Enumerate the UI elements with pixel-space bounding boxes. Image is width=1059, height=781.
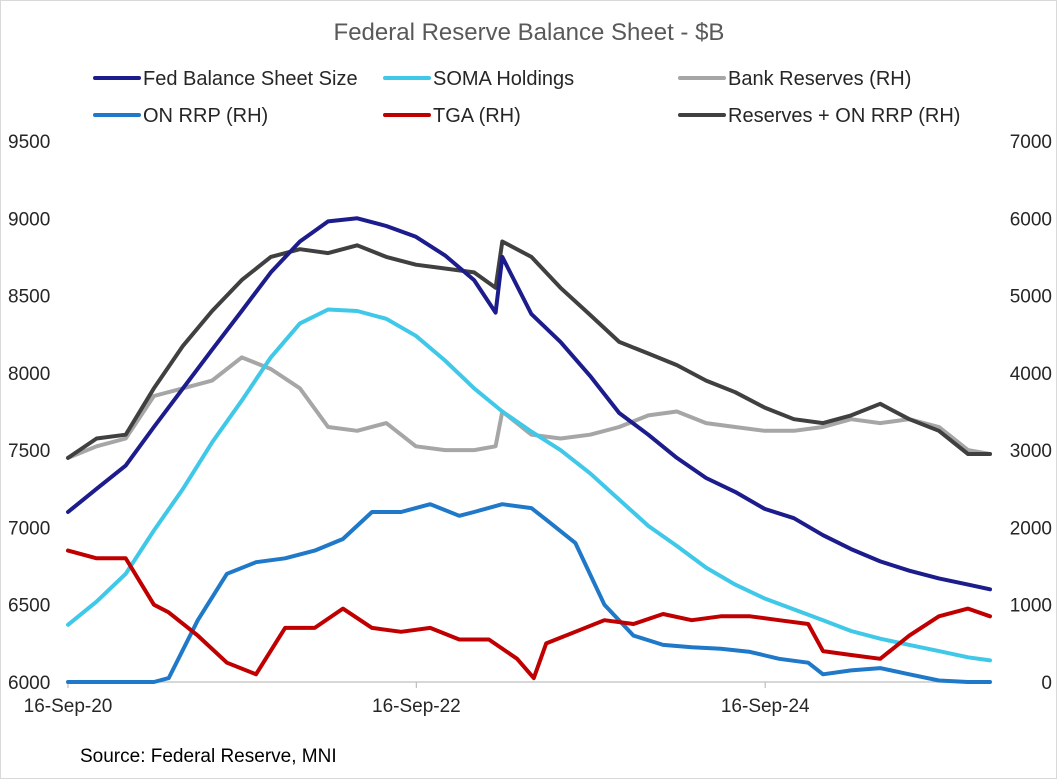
y-right-tick-label: 1000 bbox=[1010, 596, 1052, 617]
y-right-tick-label: 2000 bbox=[1010, 518, 1052, 539]
y-right-tick-label: 0 bbox=[1041, 673, 1052, 694]
legend-label-on-rrp-rh: ON RRP (RH) bbox=[143, 105, 268, 127]
y-left-tick-label: 8500 bbox=[8, 287, 50, 308]
y-right-tick-label: 7000 bbox=[1010, 132, 1052, 153]
y-left-tick-label: 9500 bbox=[8, 132, 50, 153]
y-left-tick-label: 7000 bbox=[8, 518, 50, 539]
legend-label-tga-rh: TGA (RH) bbox=[433, 105, 521, 127]
legend-label-soma-holdings: SOMA Holdings bbox=[433, 68, 574, 90]
legend-label-bank-reserves-rh: Bank Reserves (RH) bbox=[728, 68, 911, 90]
series-line-fed-balance-sheet-size bbox=[66, 216, 992, 592]
source-note: Source: Federal Reserve, MNI bbox=[80, 746, 337, 767]
x-tick-label: 16-Sep-24 bbox=[721, 696, 810, 717]
series-layer bbox=[66, 216, 992, 684]
series-line-bank-reserves-rh bbox=[66, 355, 992, 460]
x-tick-label: 16-Sep-20 bbox=[24, 696, 113, 717]
series-line-reserves-on-rrp-rh bbox=[66, 239, 992, 460]
series-line-tga-rh bbox=[66, 548, 992, 681]
chart-title: Federal Reserve Balance Sheet - $B bbox=[334, 19, 725, 46]
y-right-tick-label: 4000 bbox=[1010, 364, 1052, 385]
y-right-tick-label: 3000 bbox=[1010, 441, 1052, 462]
y-left-tick-label: 8000 bbox=[8, 364, 50, 385]
y-right-tick-label: 5000 bbox=[1010, 287, 1052, 308]
x-tick-label: 16-Sep-22 bbox=[372, 696, 461, 717]
y-left-tick-label: 6500 bbox=[8, 596, 50, 617]
legend-label-reserves-on-rrp-rh: Reserves + ON RRP (RH) bbox=[728, 105, 960, 127]
legend-label-fed-balance-sheet-size: Fed Balance Sheet Size bbox=[143, 68, 358, 90]
y-right-tick-label: 6000 bbox=[1010, 209, 1052, 230]
y-left-tick-label: 6000 bbox=[8, 673, 50, 694]
series-line-on-rrp-rh bbox=[66, 502, 992, 684]
y-left-tick-label: 9000 bbox=[8, 209, 50, 230]
legend: Fed Balance Sheet Size SOMA Holdings Bank … bbox=[93, 68, 960, 127]
axes: 6000 6500 7000 7500 8000 8500 9000 9500 0 1000 200… bbox=[8, 132, 1052, 717]
y-left-tick-label: 7500 bbox=[8, 441, 50, 462]
series-line-soma-holdings bbox=[66, 307, 992, 663]
